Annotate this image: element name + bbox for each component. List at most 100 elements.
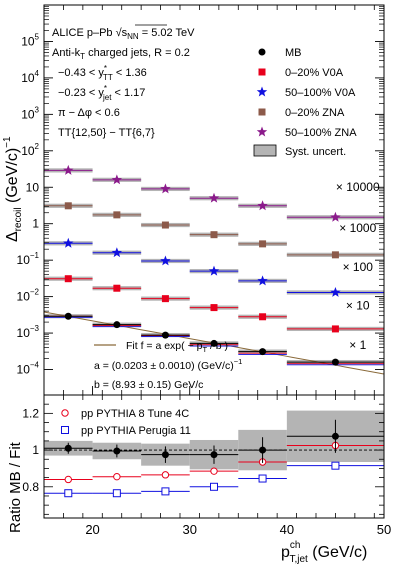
data-point <box>330 286 341 297</box>
y-tick-label: 10 <box>26 180 40 194</box>
fit-annotation: Fit f = a exp( − pT / b ) a = (0.0203 ± … <box>94 340 242 391</box>
data-point <box>331 325 339 333</box>
legend-marker-zna-020 <box>258 108 266 116</box>
svg-text:Fit f = a exp( − pT / b ): Fit f = a exp( − pT / b ) <box>126 340 228 354</box>
data-point <box>64 312 72 320</box>
y-tick-label: 10−1 <box>17 251 40 267</box>
info-line-4: −0.23 < y <box>58 87 104 99</box>
scale-factor-label: × 10000 <box>336 180 380 194</box>
info-line-4-sub: jet <box>102 93 112 102</box>
y-tick-label: 10−3 <box>17 324 40 340</box>
info-line-3-tail: < 1.36 <box>113 67 147 79</box>
bottom-axis-ticks <box>43 394 384 518</box>
top-axis-ticks <box>43 4 385 395</box>
scale-factor-label: × 100 <box>343 260 374 274</box>
pythia-ratio-point <box>64 475 72 484</box>
info-line-2-tail: charged jets, R = 0.2 <box>85 47 190 59</box>
data-point <box>64 202 72 210</box>
info-line-2-sub: T <box>80 52 85 61</box>
bottom-legend: pp PYTHIA 8 Tune 4C pp PYTHIA Perugia 11 <box>61 408 191 437</box>
x-axis-title: pch T,jet (GeV/c) <box>281 540 367 565</box>
bottom-plot-frame <box>43 394 385 519</box>
data-point <box>259 348 267 356</box>
data-point <box>111 174 123 185</box>
top-data-points <box>44 164 384 366</box>
fit-text-line-2: a = (0.0203 ± 0.0010) (GeV/c) <box>94 360 234 372</box>
pythia-ratio-point <box>331 461 340 470</box>
pythia-ratio-point <box>161 471 170 479</box>
pythia-ratio-point <box>161 487 170 496</box>
svg-text:ALICE p–Pb √sNN = 5.02 TeV: ALICE p–Pb √sNN = 5.02 TeV <box>52 27 195 41</box>
y-tick-label: 10−2 <box>17 288 40 304</box>
legend-label-v0a-50100: 50–100% V0A <box>285 87 356 99</box>
info-line-3-sub: TT <box>103 73 113 82</box>
scale-factor-label: × 1000 <box>339 221 376 235</box>
info-line-1-tail: = 5.02 TeV <box>139 27 195 39</box>
info-line-4-sup: * <box>104 84 107 93</box>
y-tick-label: 0.8 <box>22 480 39 494</box>
legend-label-zna-50100: 50–100% ZNA <box>285 127 357 139</box>
y-tick-label: 1 <box>32 217 39 231</box>
scale-factor-labels: × 10000 × 1000 × 100 × 10 × 1 <box>336 180 380 352</box>
data-point <box>111 247 123 258</box>
pythia-ratio-point <box>64 489 73 498</box>
legend-label-mb: MB <box>285 47 302 59</box>
fit-text-line-1-tail: / b ) <box>207 340 228 352</box>
data-point <box>113 321 121 329</box>
ratio-data-point <box>259 446 267 454</box>
data-point <box>160 183 171 194</box>
info-line-4-tail: < 1.17 <box>111 87 145 99</box>
ratio-data-point <box>64 444 72 452</box>
legend-marker-v0a-020 <box>258 68 266 76</box>
y-tick-label: 1 <box>32 443 39 457</box>
svg-text:a = (0.0203 ± 0.0010) (GeV/c)−: a = (0.0203 ± 0.0010) (GeV/c)−1 <box>94 357 242 372</box>
legend-label-syst: Syst. uncert. <box>285 146 346 158</box>
pythia-ratio-point <box>112 489 121 498</box>
top-legend: MB 0–20% V0A 50–100% V0A 0–20% ZNA 50–10… <box>253 47 357 158</box>
y-tick-label: 1.2 <box>22 406 39 420</box>
legend-label-pythia8: pp PYTHIA 8 Tune 4C <box>81 408 189 420</box>
ratio-data-point <box>161 451 169 459</box>
legend-marker-syst <box>253 144 277 157</box>
x-tick-labels: 20 30 40 50 <box>85 522 391 537</box>
data-point <box>161 221 169 229</box>
top-y-axis-title: Δrecoil (GeV/c)−1 <box>2 136 24 242</box>
data-point <box>210 339 218 347</box>
bottom-data-points <box>44 419 384 464</box>
info-line-1-sub: NN <box>127 32 139 41</box>
data-point <box>331 358 339 366</box>
ratio-data-point <box>113 447 121 455</box>
pythia-ratio-point <box>258 474 267 483</box>
legend-label-v0a-020: 0–20% V0A <box>285 67 344 79</box>
info-line-2: Anti-k <box>52 47 81 59</box>
data-point <box>257 200 268 211</box>
scale-factor-label: × 10 <box>346 298 370 312</box>
ratio-data-point <box>210 451 218 459</box>
data-point <box>161 295 169 303</box>
y-tick-label: 105 <box>21 32 39 48</box>
data-point <box>63 237 74 248</box>
data-point <box>210 304 218 312</box>
info-text: ALICE p–Pb √sNN = 5.02 TeV Anti-kT charg… <box>52 24 195 139</box>
data-point <box>113 211 121 219</box>
y-tick-label: 103 <box>21 105 39 121</box>
data-point <box>208 192 220 203</box>
y-tick-label: 104 <box>21 69 39 85</box>
data-point <box>259 240 267 248</box>
legend-marker-mb <box>258 48 266 56</box>
info-line-6: TT{12,50} − TT{6,7} <box>58 127 155 139</box>
data-point <box>161 331 169 339</box>
y-axis-title: Δrecoil (GeV/c)−1 <box>2 136 24 242</box>
legend-label-zna-020: 0–20% ZNA <box>285 107 345 119</box>
data-point <box>160 255 171 266</box>
x-tick-label: 40 <box>280 522 294 537</box>
legend-marker-zna-50100 <box>256 126 268 137</box>
x-axis-title-sub: T,jet <box>289 554 308 565</box>
x-tick-label: 20 <box>85 522 99 537</box>
legend-label-perugia: pp PYTHIA Perugia 11 <box>81 425 191 437</box>
pythia-ratio-point <box>210 482 218 491</box>
svg-text:−0.43 < y*TT < 1.36: −0.43 < y* TT < 1.36 <box>58 64 147 82</box>
data-point <box>210 231 218 239</box>
